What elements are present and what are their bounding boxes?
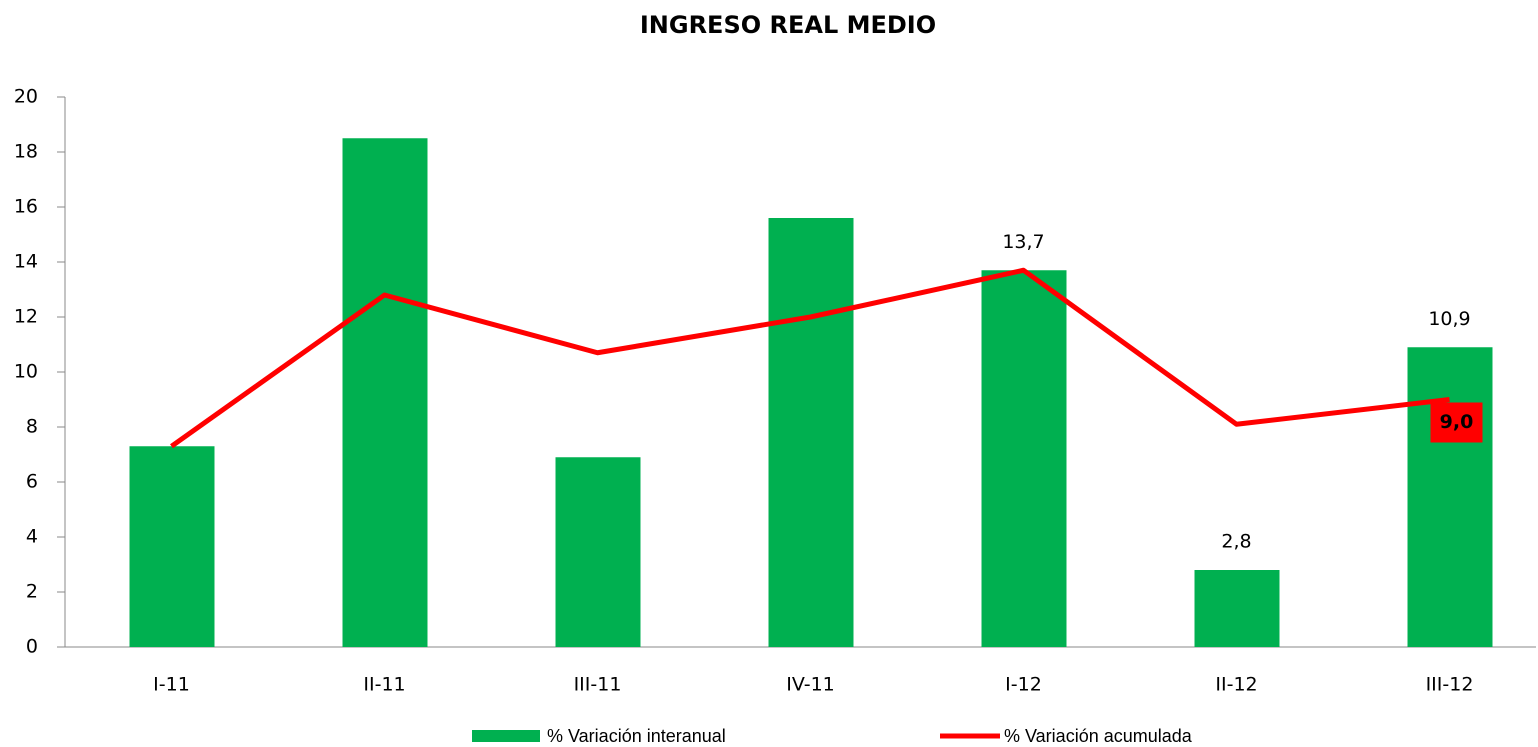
x-tick-label: IV-11 <box>786 674 835 696</box>
y-tick-label: 12 <box>14 306 38 328</box>
chart-title: INGRESO REAL MEDIO <box>640 11 936 39</box>
x-tick-label: II-11 <box>363 674 405 696</box>
data-label: 2,8 <box>1221 531 1251 553</box>
x-tick-label: III-11 <box>574 674 622 696</box>
x-tick-label: II-12 <box>1215 674 1257 696</box>
y-tick-label: 6 <box>26 471 38 493</box>
bar <box>982 270 1067 647</box>
bar <box>1408 347 1493 647</box>
y-tick-label: 14 <box>14 251 38 273</box>
data-label: 9,0 <box>1440 411 1474 433</box>
y-tick-label: 0 <box>26 636 38 658</box>
legend-label: % Variación acumulada <box>1004 726 1193 746</box>
y-tick-label: 20 <box>14 86 38 108</box>
page: INGRESO REAL MEDIO 0 2 4 6 8 10 12 14 16 18 20 I-11… <box>0 0 1538 747</box>
y-tick-label: 2 <box>26 581 38 603</box>
y-tick-label: 18 <box>14 141 38 163</box>
bar <box>556 457 641 647</box>
y-tick-label: 4 <box>26 526 38 548</box>
y-tick-label: 10 <box>14 361 38 383</box>
bar <box>130 446 215 647</box>
data-label: 10,9 <box>1428 308 1470 330</box>
x-tick-label: I-12 <box>1005 674 1042 696</box>
legend-label: % Variación interanual <box>547 726 726 746</box>
bar <box>1195 570 1280 647</box>
data-label: 13,7 <box>1002 231 1044 253</box>
bar <box>769 218 854 647</box>
x-tick-label: I-11 <box>153 674 190 696</box>
y-tick-label: 16 <box>14 196 38 218</box>
y-tick-label: 8 <box>26 416 38 438</box>
legend-swatch <box>472 730 540 742</box>
x-tick-label: III-12 <box>1426 674 1474 696</box>
bar <box>343 138 428 647</box>
chart: INGRESO REAL MEDIO 0 2 4 6 8 10 12 14 16 18 20 I-11… <box>0 0 1538 747</box>
